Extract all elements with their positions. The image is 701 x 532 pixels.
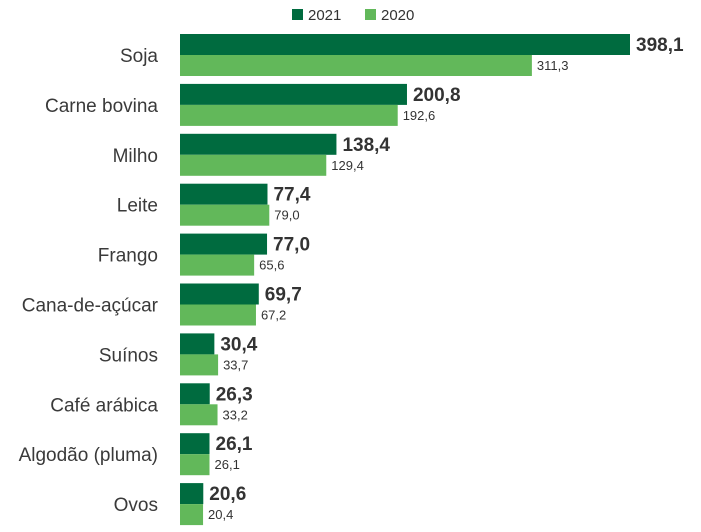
data-label-2021-suinos: 30,4: [220, 334, 257, 355]
bar-2020-soja: [180, 55, 532, 76]
data-label-2020-soja: 311,3: [537, 58, 569, 73]
category-label-algodao-pluma: Algodão (pluma): [19, 445, 158, 466]
legend: 2021 2020: [292, 7, 414, 24]
bars-group: Soja 398,1 311,3 Carne bovina 200,8 192,6 Milh…: [19, 34, 684, 526]
category-label-ovos: Ovos: [114, 495, 158, 516]
bar-2021-leite: [180, 183, 268, 205]
data-label-2020-frango: 65,6: [259, 258, 284, 273]
category-label-suinos: Suínos: [99, 345, 158, 366]
data-label-2020-suinos: 33,7: [223, 357, 248, 372]
data-label-2021-carne-bovina: 200,8: [413, 85, 461, 106]
data-label-2021-ovos: 20,6: [209, 484, 246, 505]
bar-2021-milho: [180, 133, 337, 155]
data-label-2020-algodao-pluma: 26,1: [215, 457, 240, 472]
bar-2020-milho: [180, 154, 327, 176]
legend-label-2020: 2020: [381, 7, 414, 24]
legend-swatch-2021: [292, 9, 303, 20]
bar-2020-leite: [180, 204, 270, 226]
bar-2021-suinos: [180, 333, 215, 355]
bar-2020-algodao-pluma: [180, 454, 210, 476]
data-label-2021-leite: 77,4: [273, 185, 310, 206]
bar-2021-frango: [180, 233, 268, 255]
data-label-2021-algodao-pluma: 26,1: [216, 434, 253, 455]
category-label-cafe-arabica: Café arábica: [50, 395, 158, 416]
data-label-2021-milho: 138,4: [342, 135, 390, 156]
data-label-2020-carne-bovina: 192,6: [403, 108, 436, 123]
category-label-frango: Frango: [98, 246, 158, 267]
data-label-2020-leite: 79,0: [274, 208, 299, 223]
bar-2020-carne-bovina: [180, 104, 398, 126]
legend-label-2021: 2021: [308, 7, 341, 24]
data-label-2020-cafe-arabica: 33,2: [223, 407, 248, 422]
data-label-2021-soja: 398,1: [636, 35, 684, 56]
bar-2021-ovos: [180, 483, 204, 505]
category-label-cana-de-acucar: Cana-de-açúcar: [22, 296, 159, 317]
bar-2020-ovos: [180, 504, 204, 526]
category-label-milho: Milho: [113, 146, 158, 167]
data-label-2020-ovos: 20,4: [208, 507, 233, 522]
data-label-2020-cana-de-acucar: 67,2: [261, 308, 286, 323]
data-label-2021-cafe-arabica: 26,3: [216, 384, 253, 405]
legend-swatch-2020: [365, 9, 376, 20]
bar-2020-frango: [180, 254, 255, 276]
bar-2021-carne-bovina: [180, 83, 407, 105]
category-label-carne-bovina: Carne bovina: [45, 96, 158, 117]
data-label-2021-cana-de-acucar: 69,7: [265, 285, 302, 306]
data-label-2021-frango: 77,0: [273, 235, 310, 256]
data-label-2020-milho: 129,4: [331, 158, 364, 173]
bar-2021-algodao-pluma: [180, 433, 210, 455]
bar-2020-cana-de-acucar: [180, 304, 256, 326]
bar-2020-suinos: [180, 354, 219, 376]
bar-2021-cana-de-acucar: [180, 283, 259, 305]
category-label-leite: Leite: [117, 196, 158, 217]
category-label-soja: Soja: [120, 46, 158, 67]
bar-2021-cafe-arabica: [180, 383, 210, 405]
bar-2020-cafe-arabica: [180, 404, 218, 426]
bar-2021-soja: [180, 34, 630, 55]
